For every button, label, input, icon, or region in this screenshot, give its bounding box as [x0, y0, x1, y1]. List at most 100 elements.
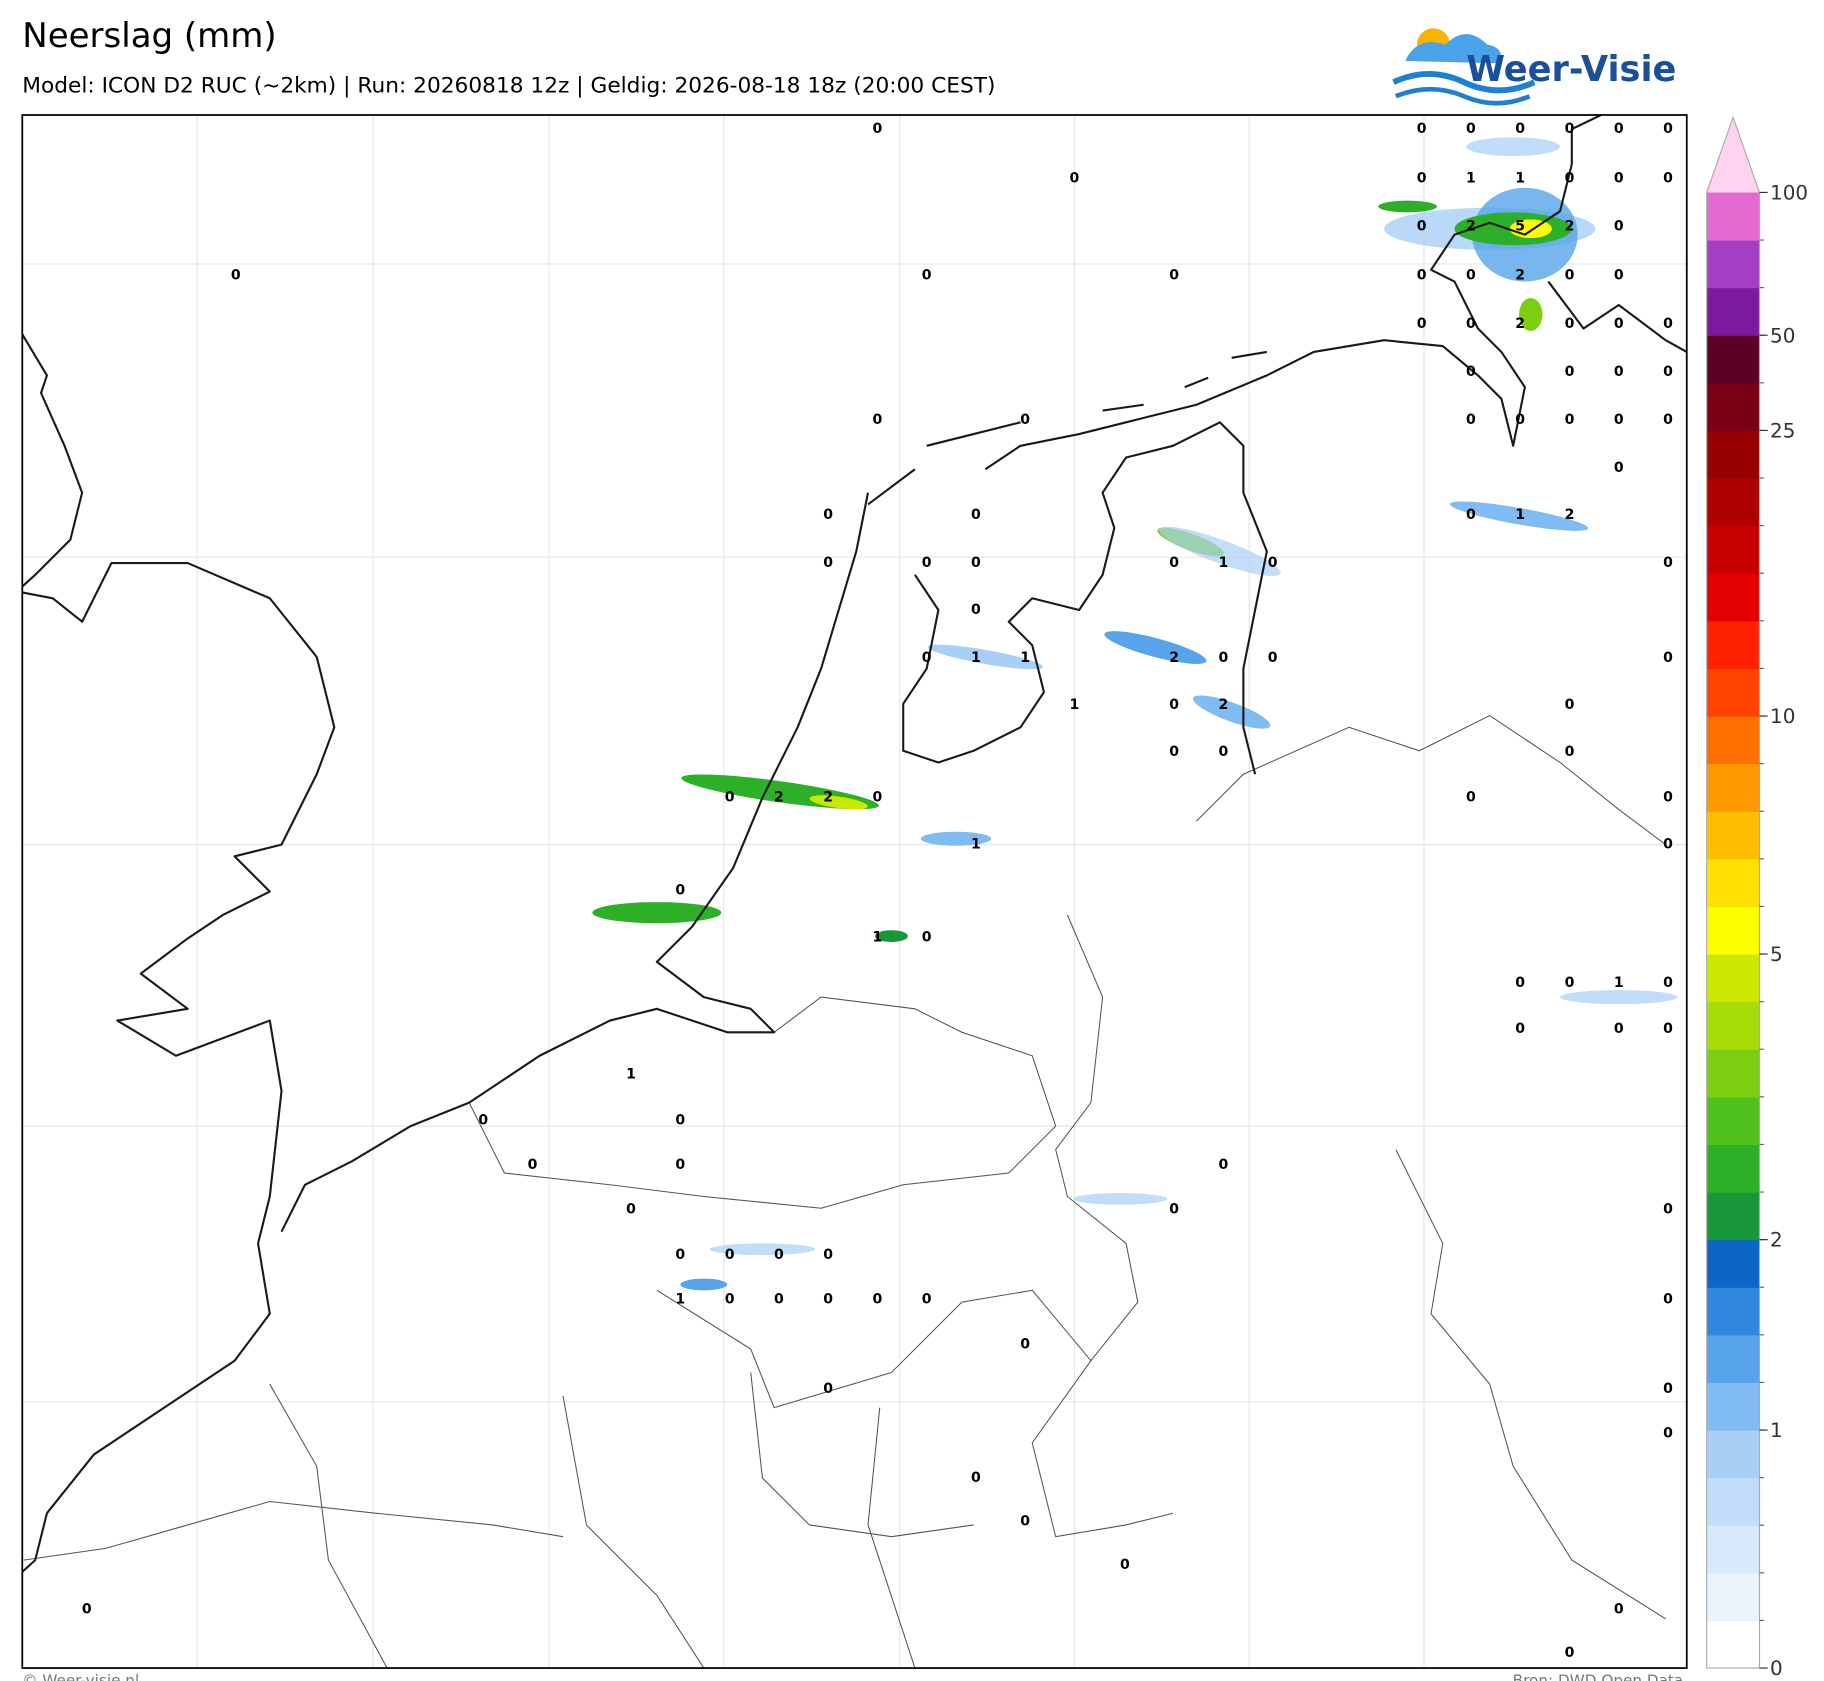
station-value: 0 [1466, 790, 1476, 806]
station-value: 0 [1417, 218, 1427, 234]
station-value: 2 [1466, 218, 1476, 234]
station-value: 0 [1169, 697, 1179, 713]
colorbar-segment [1706, 335, 1760, 384]
station-value: 0 [1417, 316, 1427, 332]
station-value: 0 [1663, 1021, 1673, 1037]
station-value: 0 [1466, 507, 1476, 523]
station-value: 0 [1565, 744, 1575, 760]
station-value: 0 [231, 268, 241, 284]
footer-credit: © Weer-visie.nl [22, 1672, 139, 1681]
station-value: 1 [1020, 650, 1030, 666]
colorbar-segment [1706, 1334, 1760, 1384]
logo-text: Weer-Visie [1466, 49, 1676, 90]
station-value: 0 [1417, 121, 1427, 137]
station-value: 2 [1565, 507, 1575, 523]
station-value: 2 [823, 790, 833, 806]
station-value: 0 [1614, 268, 1624, 284]
colorbar-tick-label: 100 [1770, 180, 1808, 204]
station-value: 0 [1466, 268, 1476, 284]
station-value: 0 [1614, 218, 1624, 234]
station-value: 0 [1565, 121, 1575, 137]
station-value: 0 [675, 882, 685, 898]
station-value: 0 [1614, 1601, 1624, 1617]
station-value: 0 [1614, 170, 1624, 186]
station-value: 0 [1020, 412, 1030, 428]
colorbar-tick-label: 50 [1770, 323, 1795, 347]
station-value: 2 [1515, 316, 1525, 332]
colorbar-segment [1706, 192, 1760, 241]
coastlines [21, 114, 1688, 1573]
station-value: 0 [1169, 268, 1179, 284]
station-value: 0 [1663, 121, 1673, 137]
station-value: 0 [971, 555, 981, 571]
colorbar-segment [1706, 668, 1760, 717]
colorbar-segment [1706, 1430, 1760, 1479]
colorbar-segment [1706, 1477, 1760, 1526]
station-value: 1 [1614, 975, 1624, 991]
station-value: 1 [971, 837, 981, 853]
station-value: 0 [1565, 170, 1575, 186]
station-value: 5 [1515, 218, 1525, 234]
station-value: 1 [626, 1067, 636, 1083]
station-value: 0 [823, 507, 833, 523]
colorbar-segment [1706, 858, 1760, 908]
station-value: 0 [1515, 121, 1525, 137]
colorbar-segment [1706, 1382, 1760, 1431]
station-value: 0 [1614, 1021, 1624, 1037]
colorbar-segment [1706, 240, 1760, 289]
colorbar-segment [1706, 1144, 1760, 1193]
colorbar-segment [1706, 906, 1760, 955]
station-value: 0 [774, 1292, 784, 1308]
colorbar-segment [1706, 287, 1760, 336]
station-value: 0 [1219, 1157, 1229, 1173]
station-value: 0 [1417, 268, 1427, 284]
colorbar-segment [1706, 1572, 1760, 1622]
colorbar-segment [1706, 1192, 1760, 1241]
station-value: 0 [1565, 412, 1575, 428]
station-value: 0 [823, 1292, 833, 1308]
station-value: 0 [1466, 316, 1476, 332]
station-value: 0 [971, 507, 981, 523]
station-value: 2 [1515, 268, 1525, 284]
station-value: 0 [1466, 364, 1476, 380]
station-value: 0 [971, 1470, 981, 1486]
station-value: 0 [1565, 316, 1575, 332]
station-value: 0 [675, 1157, 685, 1173]
colorbar-tick-label: 5 [1770, 942, 1783, 966]
station-value: 1 [1515, 507, 1525, 523]
station-value: 1 [971, 650, 981, 666]
subtitle: Model: ICON D2 RUC (~2km) | Run: 2026081… [22, 74, 995, 99]
colorbar-segment [1706, 1096, 1760, 1146]
station-value: 0 [1614, 121, 1624, 137]
station-value: 0 [1219, 744, 1229, 760]
station-value: 0 [1663, 412, 1673, 428]
colorbar-tick-label: 1 [1770, 1418, 1783, 1442]
colorbar-segment [1706, 525, 1760, 574]
station-value: 2 [774, 790, 784, 806]
station-value: 0 [872, 121, 882, 137]
station-value: 0 [1663, 364, 1673, 380]
station-value: 0 [1663, 1201, 1673, 1217]
station-value: 0 [626, 1201, 636, 1217]
station-value: 0 [1565, 268, 1575, 284]
station-value: 0 [872, 1292, 882, 1308]
station-value: 0 [1663, 316, 1673, 332]
station-value: 0 [1663, 1425, 1673, 1441]
station-value: 0 [1614, 412, 1624, 428]
title: Neerslag (mm) [22, 16, 276, 56]
station-value: 0 [1020, 1513, 1030, 1529]
colorbar-segment [1706, 573, 1760, 622]
colorbar-outline [1706, 115, 1761, 1669]
station-value: 0 [823, 555, 833, 571]
station-value: 0 [1663, 650, 1673, 666]
station-value: 0 [774, 1247, 784, 1263]
colorbar-segment [1706, 1239, 1760, 1288]
colorbar-tick-label: 2 [1770, 1228, 1783, 1252]
station-value: 0 [1565, 1645, 1575, 1661]
station-value: 0 [1070, 170, 1080, 186]
station-value: 0 [1466, 412, 1476, 428]
colorbar-segment [1706, 1525, 1760, 1574]
colorbar-segment [1706, 716, 1760, 765]
station-value: 0 [1169, 744, 1179, 760]
